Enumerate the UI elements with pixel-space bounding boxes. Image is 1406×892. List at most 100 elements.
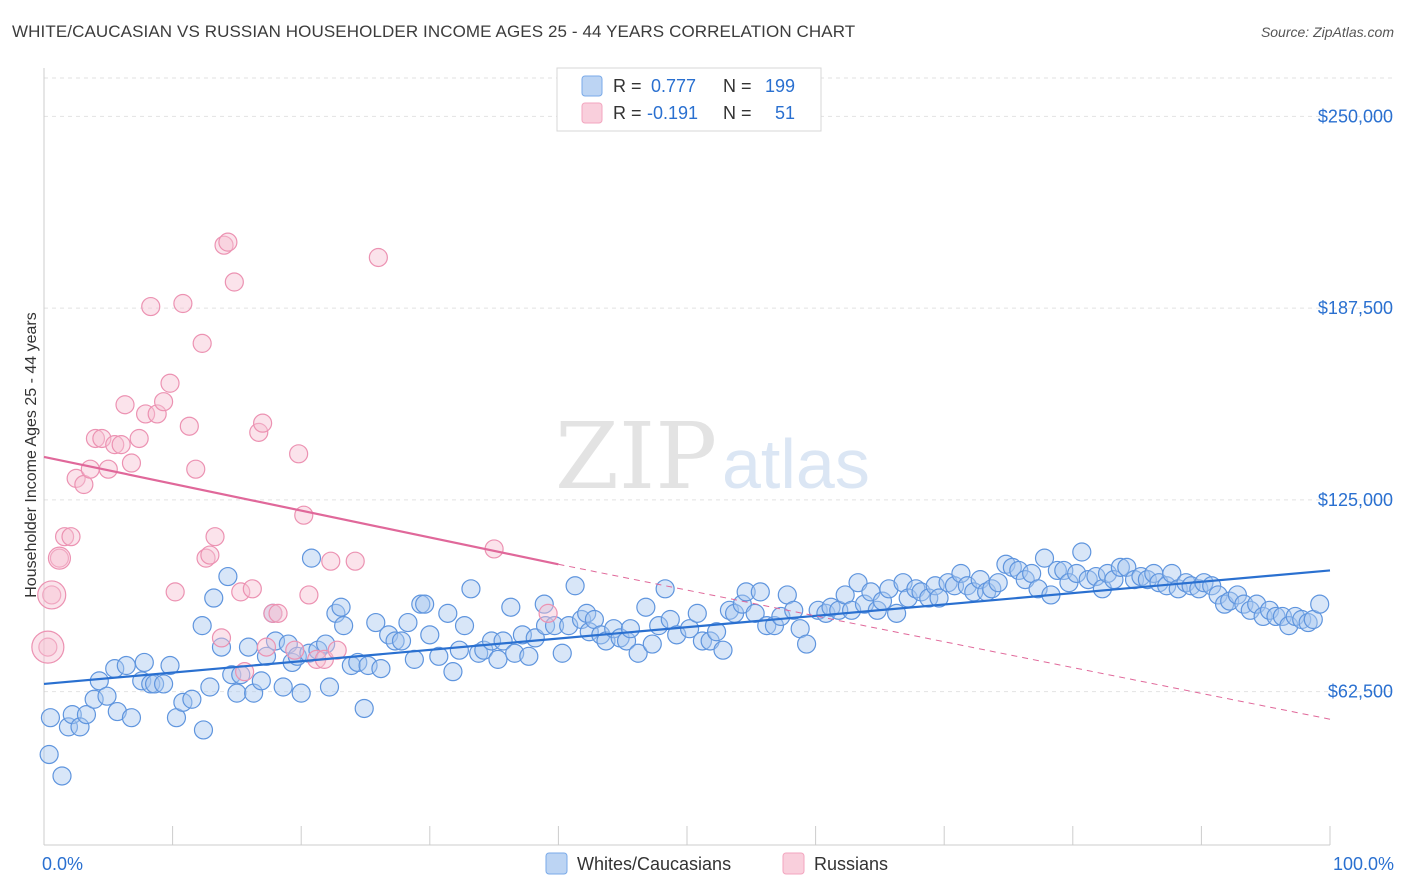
point-white [879, 579, 899, 599]
trend-line-russians [43, 455, 559, 566]
point-white [525, 628, 545, 648]
point-white [519, 646, 539, 666]
point-white [107, 701, 127, 722]
point-white [116, 655, 136, 676]
point-russian [173, 293, 193, 314]
y-tick-label: $125,000 [1318, 490, 1393, 510]
legend: Whites/Caucasians Russians [545, 852, 888, 875]
point-russian [135, 404, 156, 424]
trend-line-whites [43, 569, 1331, 686]
point-russian [242, 579, 262, 599]
point-white [443, 662, 463, 682]
point-white [706, 622, 727, 642]
point-white [796, 634, 817, 654]
point-white [655, 579, 675, 599]
point-white [438, 603, 458, 623]
point-russian [327, 640, 347, 660]
point-white [628, 643, 648, 663]
point-white [636, 597, 656, 617]
point-russian [321, 551, 341, 571]
stats-n-label: N = [723, 76, 752, 96]
source-credit: Source: ZipAtlas.com [1260, 24, 1394, 40]
y-tick-labels: $62,500 $125,000 $187,500 $250,000 [1318, 106, 1393, 701]
point-white [301, 548, 322, 568]
point-white [385, 631, 405, 651]
y-axis-title: Householder Income Ages 25 - 44 years [23, 312, 40, 598]
y-tick-label: $250,000 [1318, 106, 1393, 126]
trend-lines [43, 455, 1331, 720]
y-axis-title-svg: Householder Income Ages 25 - 44 years [23, 312, 40, 598]
point-white [552, 643, 572, 663]
point-russian [256, 637, 277, 657]
watermark-atlas: atlas [722, 425, 870, 503]
point-white [39, 744, 59, 765]
point-white [1034, 548, 1055, 568]
point-russian [231, 582, 251, 602]
point-white [1310, 594, 1330, 614]
point-white [505, 643, 525, 663]
point-russian [42, 585, 62, 605]
point-white [454, 616, 475, 636]
point-russian [200, 545, 220, 565]
point-white [316, 634, 336, 654]
point-white [1117, 557, 1137, 577]
point-white [134, 652, 154, 673]
point-white [52, 766, 72, 786]
point-white [469, 643, 489, 663]
point-white [160, 655, 180, 676]
point-russian [141, 296, 161, 317]
point-russian [49, 548, 70, 568]
point-white [244, 683, 264, 703]
point-white [326, 603, 346, 623]
stats-r-value: 0.777 [651, 76, 696, 96]
point-white [291, 683, 311, 703]
point-white [62, 705, 82, 725]
point-white [200, 677, 220, 697]
point-white [192, 616, 212, 636]
point-russian [31, 630, 65, 664]
grid-lines [44, 77, 1395, 693]
point-white [596, 631, 616, 651]
point-white [642, 634, 662, 654]
point-white [76, 705, 97, 725]
point-white [58, 717, 79, 737]
legend-swatch-whites [545, 852, 568, 875]
point-white [911, 582, 931, 602]
stats-swatch-russians [581, 102, 603, 124]
point-russian [85, 428, 106, 449]
point-white [620, 619, 641, 639]
point-white [1067, 563, 1087, 584]
x-tick-label: 100.0% [1333, 854, 1394, 874]
point-russian [147, 404, 167, 424]
point-white [238, 637, 259, 657]
point-white [493, 631, 513, 651]
x-tick-label: 0.0% [42, 854, 83, 874]
point-white [488, 649, 508, 669]
point-white [577, 603, 597, 623]
point-white [227, 683, 247, 703]
point-white [784, 600, 804, 620]
point-russian [129, 428, 149, 449]
point-russian [111, 435, 131, 455]
point-white [182, 689, 202, 709]
point-russian [253, 413, 273, 433]
point-white [1110, 557, 1130, 577]
x-tick-labels: 0.0% 100.0% [42, 854, 1394, 874]
point-russian [186, 459, 206, 479]
point-white [449, 640, 469, 660]
series-whites-points [39, 542, 1330, 786]
point-white [951, 563, 971, 584]
point-white [153, 674, 174, 694]
point-white [461, 579, 481, 599]
point-russian [368, 247, 388, 268]
legend-swatch-russians [782, 852, 805, 875]
point-white [745, 603, 765, 623]
point-white [371, 658, 391, 679]
point-russian [160, 373, 180, 393]
point-white [429, 646, 449, 666]
point-russian [205, 527, 225, 547]
point-russian [121, 453, 142, 473]
point-white [988, 573, 1008, 593]
point-white [1047, 560, 1067, 581]
